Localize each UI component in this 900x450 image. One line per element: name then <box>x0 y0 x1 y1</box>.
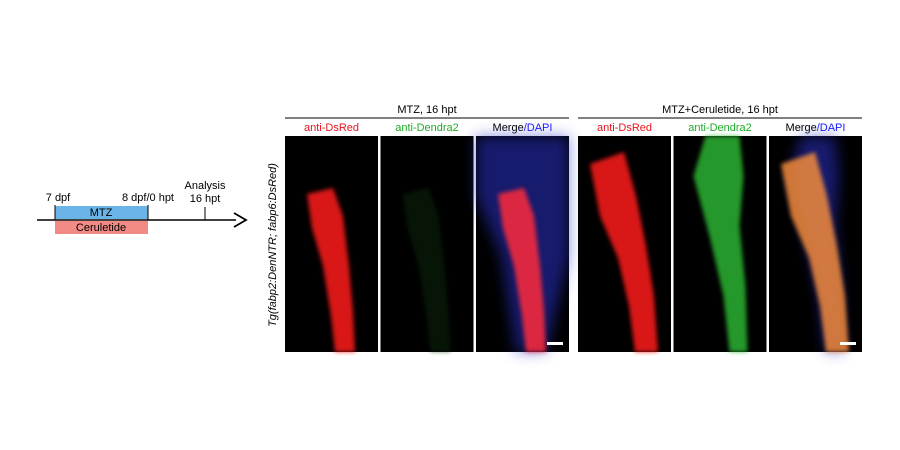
analysis-label: Analysis <box>185 180 226 192</box>
group-title: MTZ, 16 hpt <box>397 104 456 116</box>
timeline: 7 dpf 8 dpf/0 hpt Analysis 16 hpt MTZ Ce… <box>37 180 248 234</box>
micrograph <box>380 136 474 352</box>
ceruletide-bar <box>55 221 148 234</box>
merge-text: Merge <box>493 122 524 134</box>
micrograph <box>578 136 671 352</box>
tissue-signal <box>498 188 546 352</box>
panel-content <box>307 188 355 352</box>
start-label: 7 dpf <box>46 192 71 204</box>
micrograph <box>769 136 862 352</box>
column-label: Merge/DAPI <box>493 122 553 134</box>
panel-content <box>402 188 451 352</box>
tissue-signal <box>590 152 658 352</box>
group-title: MTZ+Ceruletide, 16 hpt <box>662 104 778 116</box>
mtz-label: MTZ <box>90 207 113 219</box>
ceruletide-label: Ceruletide <box>76 222 126 234</box>
column-label: anti-Dendra2 <box>395 122 459 134</box>
genotype-label: Tg(fabp2:DenNTR; fabp6:DsRed) <box>267 163 279 327</box>
merge-text: Merge <box>786 122 817 134</box>
panel-content <box>693 136 748 352</box>
column-label: Merge/DAPI <box>786 122 846 134</box>
scale-bar <box>547 342 563 345</box>
panel-content <box>476 136 569 352</box>
column-label: anti-Dendra2 <box>688 122 752 134</box>
panel-content <box>781 136 849 352</box>
tissue-signal <box>781 152 849 352</box>
mtz-bar <box>55 206 148 219</box>
micrograph <box>476 136 569 352</box>
column-label: anti-DsRed <box>597 122 652 134</box>
treatment-end-label: 8 dpf/0 hpt <box>122 192 174 204</box>
panels: MTZ, 16 hpt anti-DsRed anti-Dendra2 Merge/D… <box>285 104 862 352</box>
arrow-head <box>233 212 248 228</box>
dapi-text: /DAPI <box>524 122 553 134</box>
tissue-signal <box>402 188 451 352</box>
tissue-signal <box>307 188 355 352</box>
analysis-time: 16 hpt <box>190 193 221 205</box>
scale-bar <box>840 342 856 345</box>
column-label: anti-DsRed <box>304 122 359 134</box>
micrograph <box>673 136 767 352</box>
panel-content <box>590 152 658 352</box>
dapi-text: /DAPI <box>817 122 846 134</box>
micrograph <box>285 136 378 352</box>
tissue-signal <box>693 136 748 352</box>
